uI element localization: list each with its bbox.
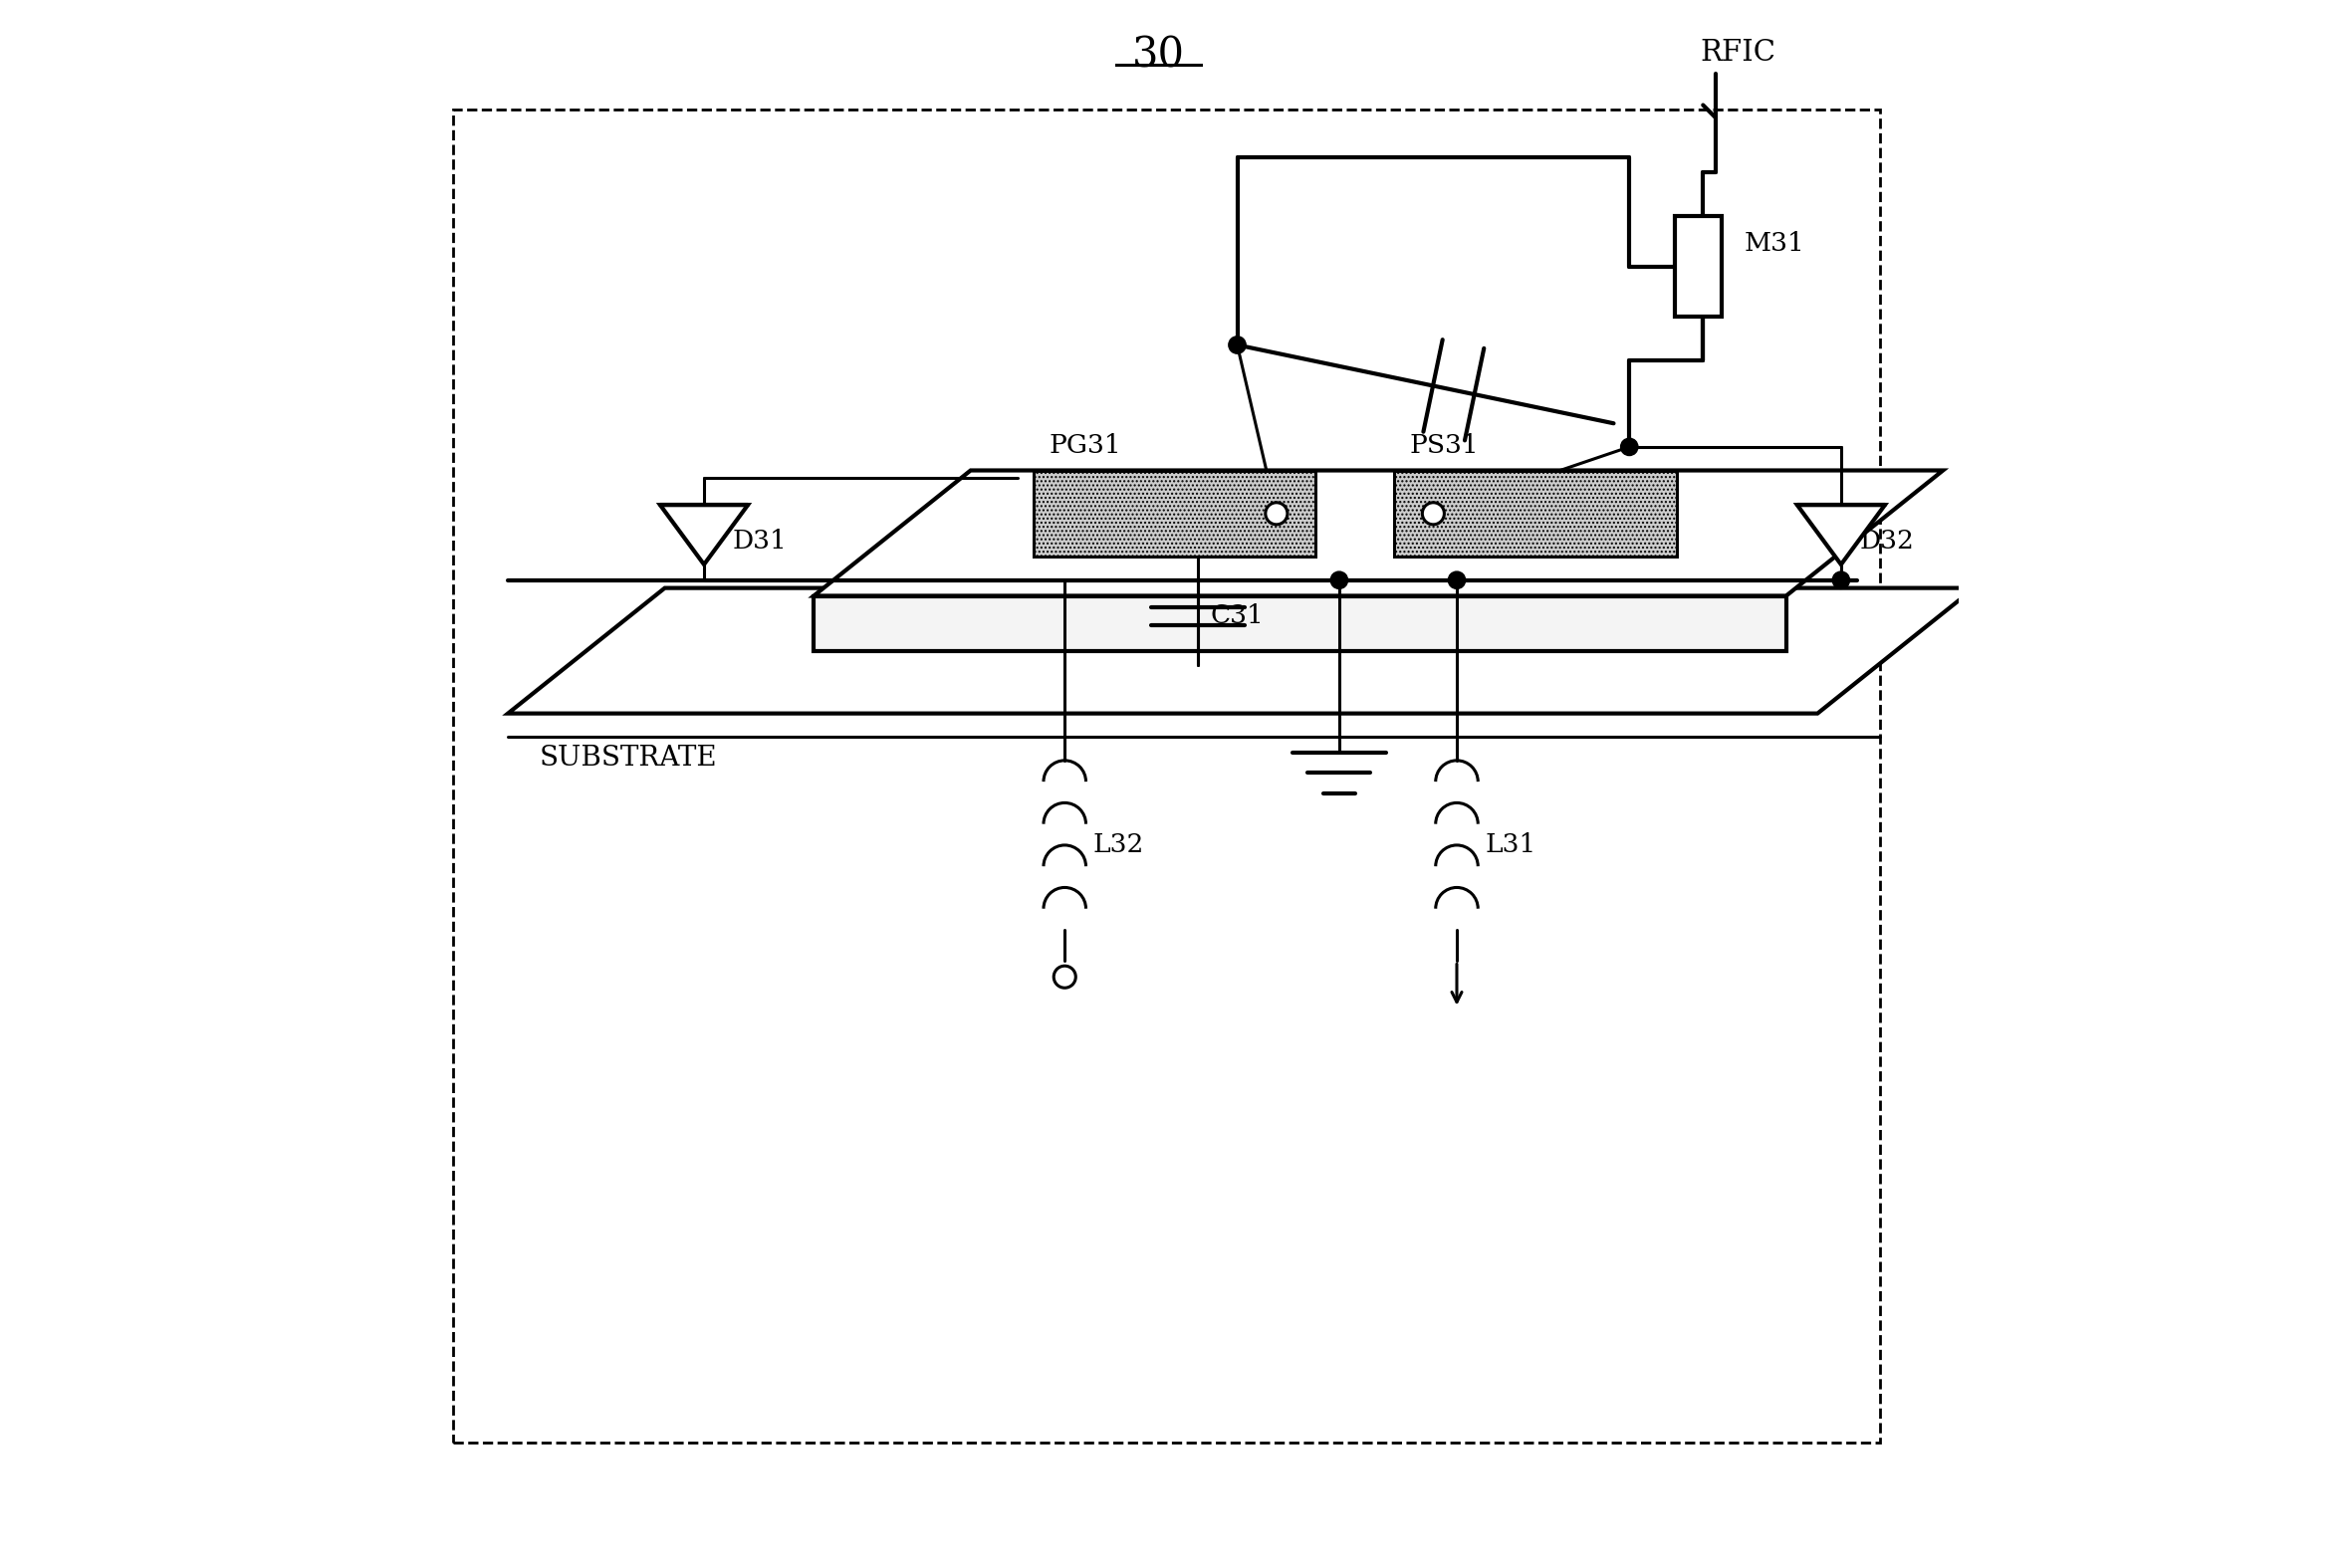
Text: 30: 30	[1132, 34, 1186, 77]
Text: PG31: PG31	[1050, 433, 1120, 458]
Circle shape	[1421, 502, 1445, 524]
Polygon shape	[507, 588, 1976, 713]
Text: PS31: PS31	[1409, 433, 1480, 458]
Circle shape	[1229, 337, 1245, 353]
Bar	[453, 110, 1879, 1443]
Circle shape	[1832, 571, 1849, 590]
Polygon shape	[1797, 505, 1884, 564]
Bar	[1675, 216, 1722, 317]
Polygon shape	[813, 596, 1785, 651]
Text: M31: M31	[1743, 230, 1804, 256]
Bar	[1034, 470, 1315, 557]
Circle shape	[1449, 571, 1466, 590]
Circle shape	[1266, 502, 1287, 524]
Text: RFIC: RFIC	[1701, 39, 1776, 67]
Text: L31: L31	[1485, 833, 1536, 858]
Text: C31: C31	[1210, 604, 1264, 629]
Text: C32: C32	[1449, 502, 1503, 527]
Text: SUBSTRATE: SUBSTRATE	[540, 745, 716, 771]
Circle shape	[1055, 966, 1076, 988]
Polygon shape	[660, 505, 747, 564]
Bar	[1393, 470, 1677, 557]
Circle shape	[1621, 439, 1637, 455]
Text: D32: D32	[1860, 528, 1914, 554]
Text: D31: D31	[733, 528, 787, 554]
Polygon shape	[813, 470, 1943, 596]
Text: L32: L32	[1092, 833, 1144, 858]
Circle shape	[1330, 571, 1348, 590]
